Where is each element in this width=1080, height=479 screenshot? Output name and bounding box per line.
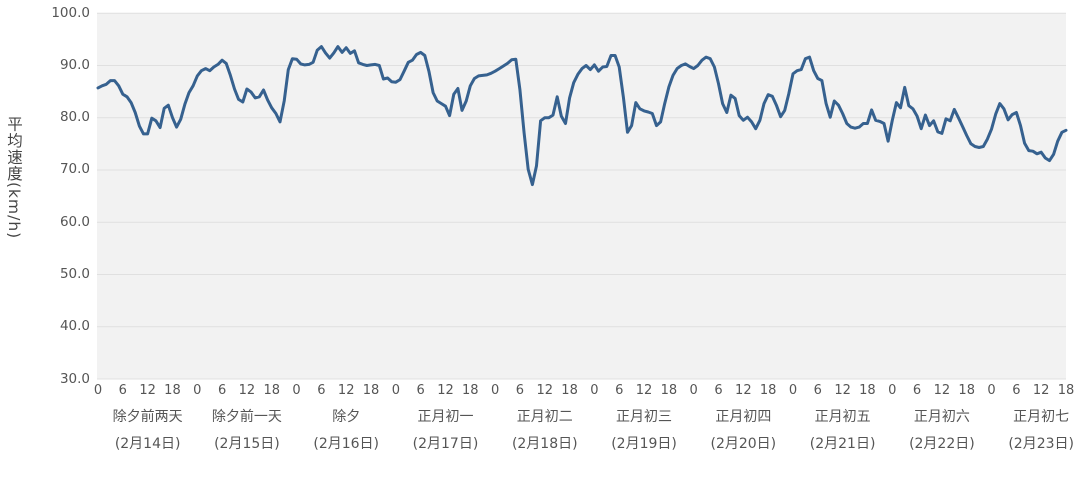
day-name-label: 正月初一 (417, 409, 474, 425)
x-hour-tick-label: 18 (958, 383, 975, 398)
x-hour-tick-label: 0 (590, 383, 599, 398)
day-name-label: 正月初五 (814, 409, 871, 425)
x-hour-tick-label: 6 (416, 383, 425, 398)
x-hour-tick-label: 0 (490, 383, 500, 398)
day-name-label: 除夕前两天 (112, 409, 183, 425)
day-date-label: (2月14日) (114, 436, 181, 452)
x-hour-tick-label: 0 (888, 383, 897, 398)
x-hour-tick-label: 12 (933, 383, 951, 398)
day-date-label: (2月19日) (611, 436, 677, 452)
x-hour-tick-label: 18 (1057, 383, 1075, 398)
x-hour-tick-label: 18 (859, 383, 876, 398)
day-name-label: 正月初三 (616, 409, 673, 425)
x-hour-tick-label: 6 (317, 383, 326, 398)
y-axis-title: 平均速度(km/h) (5, 116, 23, 240)
x-hour-tick-label: 0 (292, 383, 301, 398)
day-name-label: 正月初二 (516, 409, 573, 425)
x-hour-tick-label: 12 (337, 383, 355, 398)
day-date-label: (2月22日) (909, 436, 975, 452)
x-hour-tick-label: 6 (515, 383, 525, 398)
x-hour-tick-label: 0 (93, 383, 103, 398)
x-hour-tick-label: 12 (437, 383, 454, 398)
speed-series-line (96, 45, 1068, 187)
y-tick-label: 80.0 (59, 109, 90, 126)
x-hour-tick-label: 12 (238, 383, 256, 398)
x-hour-tick-label: 0 (391, 383, 400, 398)
x-hour-tick-label: 6 (217, 383, 227, 398)
x-hour-tick-label: 18 (362, 383, 380, 398)
y-tick-label: 70.0 (59, 161, 90, 178)
y-tick-label: 100.0 (51, 4, 90, 21)
x-hour-tick-label: 12 (1032, 383, 1050, 398)
x-hour-tick-label: 6 (813, 383, 822, 398)
day-date-label: (2月18日) (511, 436, 578, 452)
x-hour-tick-label: 18 (759, 383, 777, 398)
y-tick-label: 90.0 (59, 56, 90, 73)
day-date-label: (2月21日) (809, 436, 876, 452)
y-tick-label: 60.0 (59, 213, 90, 230)
x-hour-tick-label: 18 (561, 383, 578, 398)
x-hour-tick-label: 12 (139, 383, 156, 398)
plot-area (97, 13, 1066, 379)
day-date-label: (2月20日) (710, 436, 777, 452)
day-name-label: 正月初七 (1013, 409, 1070, 425)
x-hour-tick-label: 18 (462, 383, 479, 398)
day-date-label: (2月17日) (412, 436, 479, 452)
x-hour-tick-label: 6 (714, 383, 723, 398)
x-hour-tick-label: 18 (263, 383, 281, 398)
day-name-label: 除夕前一天 (211, 409, 282, 425)
x-hour-tick-label: 12 (536, 383, 554, 398)
x-hour-tick-label: 0 (987, 383, 996, 398)
x-hour-tick-label: 6 (1012, 383, 1021, 398)
day-name-label: 正月初四 (715, 409, 772, 425)
day-date-label: (2月15日) (214, 436, 280, 452)
x-hour-tick-label: 0 (193, 383, 202, 398)
day-date-label: (2月23日) (1008, 436, 1074, 452)
x-hour-tick-label: 12 (735, 383, 752, 398)
y-tick-label: 50.0 (59, 265, 90, 282)
x-hour-tick-label: 6 (615, 383, 624, 398)
x-hour-tick-label: 6 (118, 383, 127, 398)
x-hour-tick-label: 12 (635, 383, 653, 398)
x-hour-tick-label: 0 (788, 383, 798, 398)
x-hour-tick-label: 18 (164, 383, 181, 398)
day-name-label: 除夕 (332, 409, 361, 425)
x-hour-tick-label: 18 (660, 383, 678, 398)
x-hour-tick-label: 0 (689, 383, 698, 398)
day-date-label: (2月16日) (313, 436, 380, 452)
x-hour-tick-label: 6 (912, 383, 922, 398)
y-tick-label: 30.0 (59, 370, 90, 387)
y-tick-label: 40.0 (59, 318, 90, 335)
day-name-label: 正月初六 (913, 409, 970, 425)
x-hour-tick-label: 12 (834, 383, 851, 398)
